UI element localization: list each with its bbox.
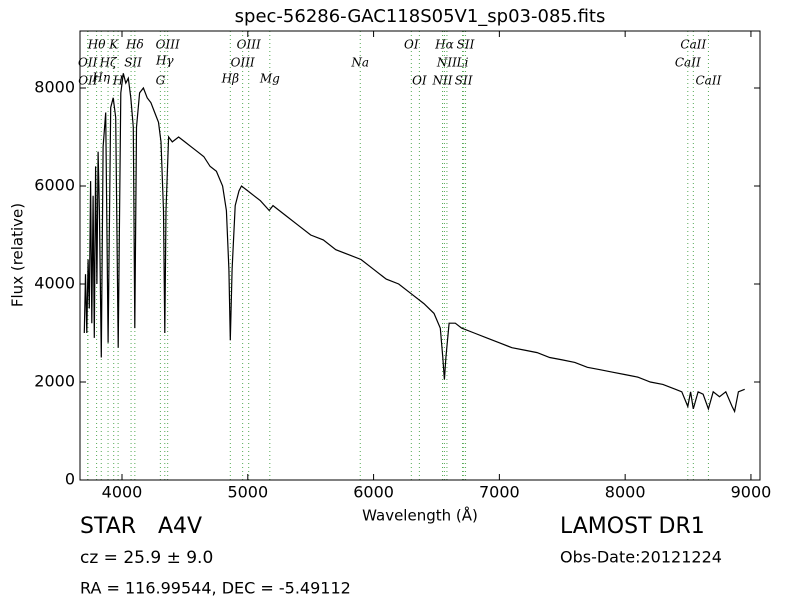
obs-date: Obs-Date:20121224 xyxy=(560,548,722,567)
plot-frame xyxy=(79,30,761,481)
line-label: NII xyxy=(436,56,457,70)
line-label: Hα xyxy=(434,38,454,52)
chart-title: spec-56286-GAC118S05V1_sp03-085.fits xyxy=(235,6,606,27)
x-tick-label: 8000 xyxy=(605,483,646,502)
line-label: OI xyxy=(412,74,427,88)
line-label: CaII xyxy=(696,74,722,88)
line-label: G xyxy=(156,74,166,88)
line-label: Hη xyxy=(91,71,110,85)
line-label: SII xyxy=(457,38,475,52)
line-label: NII xyxy=(432,74,453,88)
line-label: Na xyxy=(350,56,369,70)
x-tick-label: 4000 xyxy=(102,483,143,502)
line-label: Hβ xyxy=(221,72,239,86)
x-tick-label: 7000 xyxy=(479,483,520,502)
subclass: A4V xyxy=(158,514,202,539)
spectrum xyxy=(83,73,745,414)
line-label: K xyxy=(108,38,119,52)
x-tick-label: 9000 xyxy=(731,483,772,502)
line-label: Hθ xyxy=(87,38,106,52)
line-label: OII xyxy=(78,56,98,70)
line-label: Hγ xyxy=(155,54,174,68)
y-tick-label: 0 xyxy=(65,470,75,489)
y-tick-label: 8000 xyxy=(34,77,75,96)
line-label: OIII xyxy=(237,38,261,52)
y-tick-label: 2000 xyxy=(34,371,75,390)
line-label: OII xyxy=(78,74,98,88)
x-tick-label: 5000 xyxy=(227,483,268,502)
coordinates: RA = 116.99544, DEC = -5.49112 xyxy=(80,579,351,598)
y-axis-label: Flux (relative) xyxy=(9,203,27,307)
survey: LAMOST DR1 xyxy=(560,514,705,539)
line-label: Mg xyxy=(259,72,280,86)
line-label: OIII xyxy=(231,56,255,70)
line-label: CaII xyxy=(680,38,706,52)
line-label: Hζ xyxy=(99,56,118,70)
line-label: OI xyxy=(404,38,419,52)
line-label: CaII xyxy=(675,56,701,70)
x-axis-label: Wavelength (Å) xyxy=(362,506,478,525)
y-tick-label: 6000 xyxy=(34,175,75,194)
redshift: cz = 25.9 ± 9.0 xyxy=(80,548,213,568)
line-label: SII xyxy=(455,74,473,88)
line-label: Li xyxy=(456,56,469,70)
line-label: OIII xyxy=(156,38,180,52)
line-label: SII xyxy=(124,56,142,70)
y-tick-label: 4000 xyxy=(34,273,75,292)
object-class: STAR xyxy=(80,514,136,539)
line-label: H xyxy=(112,74,124,88)
line-label: Hδ xyxy=(125,38,144,52)
x-tick-label: 6000 xyxy=(353,483,394,502)
